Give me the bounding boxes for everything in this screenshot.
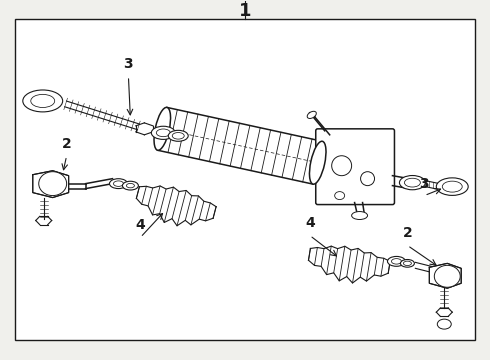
Ellipse shape bbox=[109, 179, 127, 189]
Ellipse shape bbox=[310, 141, 326, 184]
Ellipse shape bbox=[126, 184, 134, 188]
Ellipse shape bbox=[168, 130, 188, 141]
Ellipse shape bbox=[399, 176, 425, 190]
Ellipse shape bbox=[388, 256, 405, 266]
Ellipse shape bbox=[332, 156, 352, 176]
Ellipse shape bbox=[335, 192, 344, 199]
Text: 3: 3 bbox=[123, 57, 133, 71]
Ellipse shape bbox=[151, 126, 175, 139]
Ellipse shape bbox=[172, 132, 184, 139]
Ellipse shape bbox=[361, 172, 374, 186]
Ellipse shape bbox=[403, 261, 412, 266]
Ellipse shape bbox=[436, 178, 468, 195]
Ellipse shape bbox=[154, 107, 171, 150]
Ellipse shape bbox=[307, 111, 317, 118]
Text: 3: 3 bbox=[419, 177, 429, 190]
Text: 4: 4 bbox=[305, 216, 315, 230]
FancyBboxPatch shape bbox=[316, 129, 394, 204]
Ellipse shape bbox=[156, 129, 170, 137]
Ellipse shape bbox=[442, 181, 462, 192]
Ellipse shape bbox=[352, 212, 368, 220]
Ellipse shape bbox=[400, 260, 415, 267]
Polygon shape bbox=[429, 264, 461, 288]
Ellipse shape bbox=[404, 178, 420, 187]
Text: 2: 2 bbox=[403, 226, 412, 240]
Ellipse shape bbox=[122, 181, 138, 190]
Ellipse shape bbox=[392, 258, 401, 264]
Ellipse shape bbox=[39, 172, 67, 195]
Ellipse shape bbox=[23, 90, 63, 112]
Polygon shape bbox=[33, 171, 69, 198]
Text: 1: 1 bbox=[239, 2, 251, 20]
Ellipse shape bbox=[437, 319, 451, 329]
Ellipse shape bbox=[114, 181, 123, 186]
Text: 4: 4 bbox=[136, 219, 145, 233]
Bar bbox=[15, 19, 475, 340]
Ellipse shape bbox=[31, 94, 55, 108]
Ellipse shape bbox=[434, 265, 460, 287]
Text: 2: 2 bbox=[62, 137, 72, 151]
